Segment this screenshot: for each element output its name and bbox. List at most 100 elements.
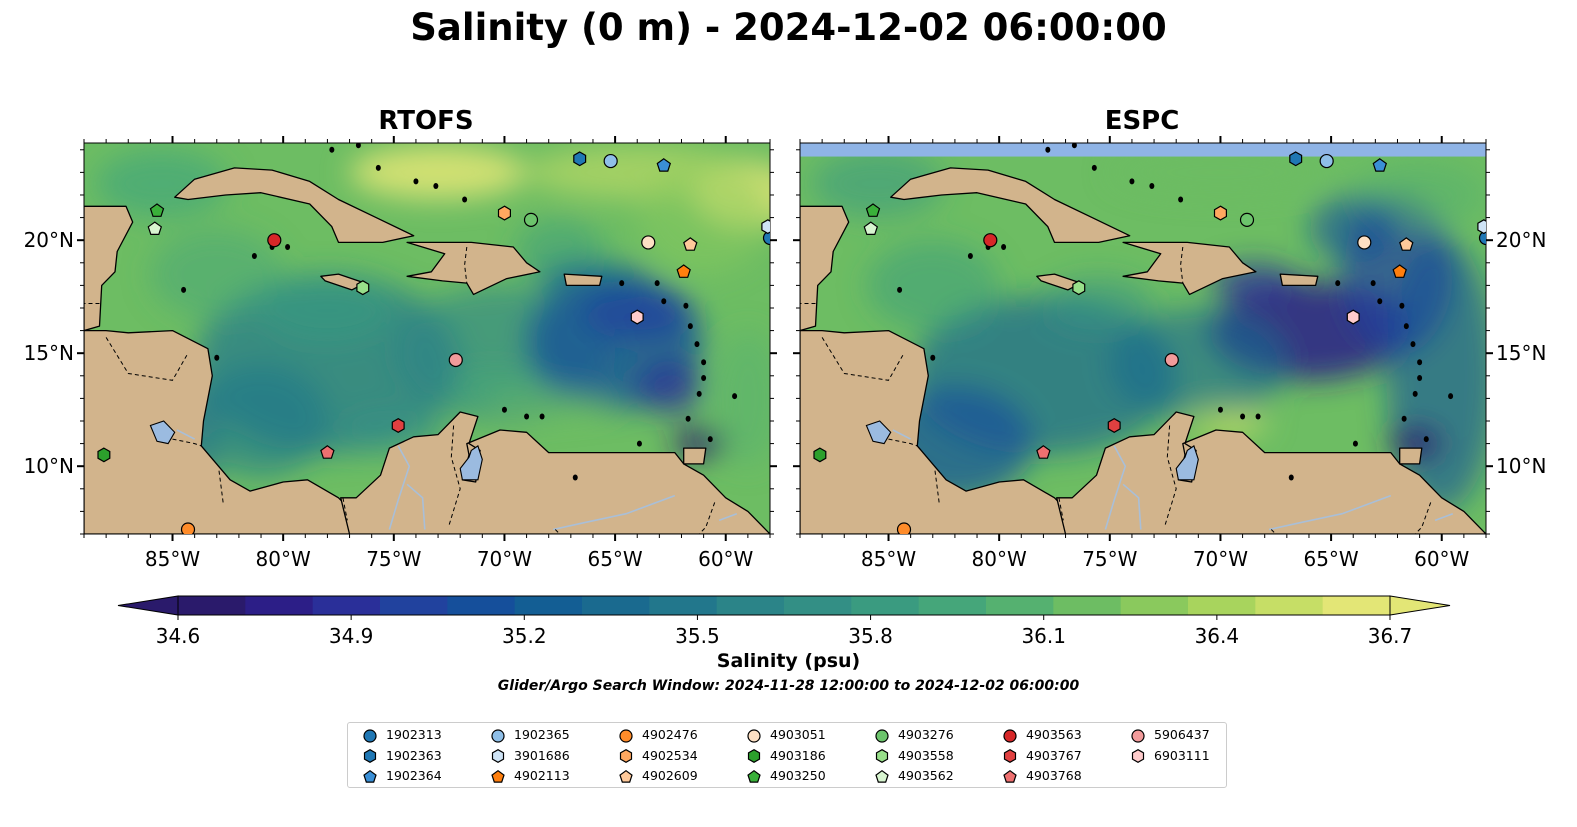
island (524, 413, 530, 420)
river (892, 429, 911, 440)
lake-nicaragua (149, 420, 176, 445)
legend-item: 4903563 (1002, 726, 1082, 744)
map-panel-rtofs (84, 143, 770, 534)
island (732, 393, 738, 400)
colorbar-segment (918, 596, 987, 615)
legend-marker (491, 769, 505, 783)
legend-label: 4903558 (898, 747, 954, 763)
colorbar-tick-label: 36.7 (1368, 624, 1413, 648)
island (967, 253, 973, 260)
country-border (934, 470, 940, 505)
country-border (1270, 529, 1277, 534)
x-tick-label: 75°W (1082, 547, 1137, 571)
colorbar-label: Salinity (psu) (716, 650, 861, 672)
colorbar-segment (178, 596, 246, 615)
colorbar-tick-label: 34.9 (329, 624, 374, 648)
x-tick-label: 60°W (1414, 547, 1469, 571)
lake-maracaibo (459, 445, 483, 481)
country-border (1058, 497, 1064, 521)
colorbar-extend-low (117, 595, 179, 616)
colorbar-segment (716, 596, 785, 615)
legend-item: 1902364 (362, 767, 442, 785)
map-panel-espc (800, 143, 1486, 534)
island (1335, 280, 1341, 287)
island (539, 413, 545, 420)
map-frame (799, 142, 1487, 535)
legend-label: 4903250 (770, 768, 826, 783)
island (1401, 415, 1407, 422)
island (694, 341, 700, 348)
platform-marker-4902534 (1213, 205, 1228, 221)
legend-label: 6903111 (1154, 747, 1210, 763)
country-border (1414, 502, 1432, 534)
island (1370, 280, 1376, 287)
country-border (1180, 246, 1184, 284)
platform-marker-4903186 (97, 447, 111, 463)
colorbar-segment (582, 596, 650, 615)
legend-marker-icon (363, 749, 377, 763)
legend-marker (491, 728, 505, 743)
platform-marker-4903276 (523, 212, 539, 227)
legend-marker-icon (491, 769, 505, 783)
island (1045, 146, 1051, 153)
legend-label: 1902364 (386, 768, 442, 783)
colorbar-tick-label: 34.6 (156, 624, 201, 648)
legend-marker (619, 749, 633, 763)
island (1352, 440, 1358, 447)
platform-marker-1902365 (1319, 153, 1334, 169)
island (1403, 323, 1409, 330)
legend-label: 4902113 (514, 768, 570, 783)
river (718, 512, 738, 522)
legend-label: 1902365 (514, 727, 570, 742)
island (572, 474, 578, 481)
land-southAmerica (340, 411, 770, 534)
platform-marker-4903563 (983, 233, 998, 248)
island (707, 436, 713, 443)
legend-marker-icon (363, 769, 377, 783)
island (897, 286, 903, 293)
land-yucatan (800, 205, 850, 332)
legend-marker (363, 769, 377, 783)
platform-marker-4902609 (1399, 237, 1414, 251)
island (687, 323, 693, 330)
colorbar-segment (784, 596, 852, 615)
legend-item: 6903111 (1130, 747, 1210, 765)
island (1423, 436, 1429, 443)
land-southAmerica (1056, 411, 1486, 534)
legend-marker (1003, 769, 1017, 783)
legend-item: 4903250 (746, 767, 826, 785)
island (1288, 474, 1294, 481)
platform-marker-6903111 (1346, 309, 1360, 325)
platform-marker-1902364 (656, 158, 672, 172)
country-border (888, 438, 918, 447)
island (683, 302, 689, 309)
island (329, 146, 335, 153)
island (1255, 413, 1261, 420)
legend-marker-icon (875, 769, 889, 783)
legend-marker-icon (363, 728, 377, 743)
island (1001, 243, 1007, 250)
island (1417, 375, 1423, 382)
legend-marker (747, 769, 761, 783)
platform-marker-4903768 (320, 445, 335, 459)
legend-marker-icon (1131, 749, 1145, 763)
colorbar-segment (1255, 596, 1324, 615)
colorbar-tick-label: 35.8 (848, 624, 893, 648)
legend-marker-icon (875, 728, 889, 743)
panel-title-espc: ESPC (1104, 106, 1180, 136)
x-tick-label: 60°W (698, 547, 753, 571)
river (388, 445, 411, 530)
no-data-band (800, 143, 1486, 157)
colorbar-segment (312, 596, 381, 615)
x-tick-label: 85°W (861, 547, 916, 571)
legend-label: 4903562 (898, 768, 954, 783)
legend-marker (363, 728, 377, 743)
legend-item: 5906437 (1130, 726, 1210, 744)
island (696, 390, 702, 397)
river (552, 494, 676, 531)
platform-marker-4903562 (863, 221, 879, 235)
legend-label: 4903768 (1026, 768, 1082, 783)
legend-item: 4902113 (490, 767, 570, 785)
land-trinidad (683, 447, 707, 465)
